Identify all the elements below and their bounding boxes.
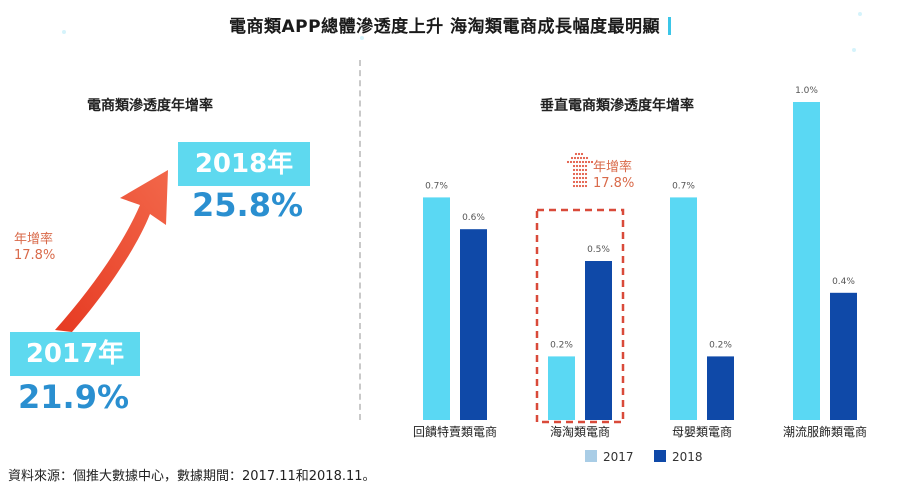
legend-swatch-2018 xyxy=(654,450,666,462)
panel-divider xyxy=(359,60,361,420)
category-label: 母嬰類電商 xyxy=(672,424,732,439)
data-label: 0.2% xyxy=(550,340,573,350)
bar-2018 xyxy=(460,229,487,420)
growth-value: 17.8% xyxy=(14,248,56,263)
decor-dot xyxy=(852,48,856,52)
bar-2017 xyxy=(670,197,697,420)
bar-2017 xyxy=(423,197,450,420)
data-label: 1.0% xyxy=(795,86,818,96)
data-label: 0.7% xyxy=(425,181,448,191)
growth-label: 年增率 xyxy=(14,232,54,247)
data-label: 0.4% xyxy=(832,277,855,287)
page-title: 電商類APP總體滲透度上升 海淘類電商成長幅度最明顯 xyxy=(0,12,900,37)
bar-2017 xyxy=(793,102,820,420)
data-label: 0.7% xyxy=(672,181,695,191)
decor-dot xyxy=(360,36,364,40)
year-2017-label: 2017年 xyxy=(10,332,140,376)
penetration-2018-value: 25.8% xyxy=(192,186,304,224)
bar-2018 xyxy=(585,261,612,420)
data-label: 0.2% xyxy=(709,340,732,350)
category-label: 回饋特賣類電商 xyxy=(413,424,497,439)
legend-item-2017: 2017 xyxy=(585,450,634,464)
decor-dot xyxy=(858,12,862,16)
left-panel-title: 電商類滲透度年增率 xyxy=(87,98,213,114)
year-2018-label: 2018年 xyxy=(178,142,310,186)
growth-label: 年增率 xyxy=(593,160,633,175)
bar-2017 xyxy=(548,356,575,420)
legend-item-2018: 2018 xyxy=(654,450,703,464)
growth-arrow xyxy=(55,170,168,332)
penetration-2017-value: 21.9% xyxy=(18,378,130,416)
left-growth-annotation: 年增率 17.8% xyxy=(14,232,55,264)
dotted-up-arrow xyxy=(566,152,594,188)
growth-value: 17.8% xyxy=(593,176,635,191)
category-label: 潮流服飾類電商 xyxy=(783,424,867,439)
bar-2018 xyxy=(830,292,857,420)
bar-2018 xyxy=(707,356,734,420)
right-panel-title: 垂直電商類滲透度年增率 xyxy=(540,98,694,114)
highlight-box xyxy=(535,208,625,424)
data-label: 0.6% xyxy=(462,213,485,223)
decor-dot xyxy=(62,30,66,34)
title-accent-mark xyxy=(668,17,671,35)
data-source-note: 資料來源：個推大數據中心，數據期間：2017.11和2018.11。 xyxy=(8,469,376,484)
legend-swatch-2017 xyxy=(585,450,597,462)
category-label: 海淘類電商 xyxy=(550,424,610,439)
right-growth-annotation: 年增率 17.8% xyxy=(593,160,634,192)
data-label: 0.5% xyxy=(587,245,610,255)
